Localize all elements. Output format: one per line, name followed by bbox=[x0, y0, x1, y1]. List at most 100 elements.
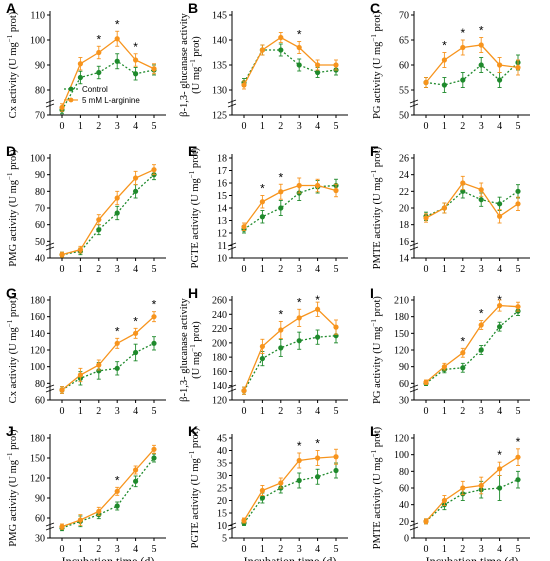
series-treatment bbox=[423, 175, 521, 224]
series-control bbox=[423, 470, 521, 525]
data-point-treatment bbox=[460, 350, 466, 356]
x-tick-label: 0 bbox=[60, 121, 65, 132]
data-point-treatment bbox=[259, 487, 265, 494]
y-tick-label: 55 bbox=[399, 86, 409, 97]
significance-marker: * bbox=[133, 40, 138, 54]
y-tick-label: 80 bbox=[35, 86, 45, 97]
panel-c: C 50 55 60 65 70 0 1 2 3 4 5 PG activity (U mg−1 pro… bbox=[370, 0, 530, 132]
data-point-control bbox=[497, 324, 503, 330]
significance-marker: * bbox=[278, 307, 283, 321]
y-tick-label: 26 bbox=[399, 154, 409, 165]
data-point-control bbox=[296, 477, 302, 484]
ylabel-end: prot) bbox=[372, 146, 383, 170]
series-line-treatment bbox=[425, 456, 519, 522]
data-point-treatment bbox=[515, 201, 521, 207]
y-tick-label: 150 bbox=[30, 454, 45, 465]
x-tick-label: 1 bbox=[78, 406, 83, 417]
x-axis-title: Incubation time (d) bbox=[62, 554, 155, 561]
series-line-control bbox=[425, 479, 519, 522]
data-point-treatment bbox=[333, 187, 339, 194]
significance-marker: * bbox=[115, 17, 120, 31]
significance-marker: * bbox=[460, 26, 465, 40]
ylabel-part: PG activity (U mg bbox=[372, 326, 383, 404]
data-point-treatment bbox=[241, 224, 247, 230]
significance-marker: * bbox=[297, 295, 302, 309]
data-point-treatment bbox=[296, 44, 302, 51]
data-point-control bbox=[259, 355, 265, 362]
panel-letter: G bbox=[6, 285, 17, 301]
y-axis-label: PMG activity (U mg−1 prot) bbox=[6, 429, 19, 547]
data-point-treatment bbox=[460, 180, 466, 186]
data-point-treatment bbox=[59, 252, 65, 258]
series-line-control bbox=[425, 62, 519, 86]
data-point-treatment bbox=[423, 215, 429, 221]
y-tick-label: 90 bbox=[35, 494, 45, 505]
ylabel-part: PG activity (U mg bbox=[372, 41, 383, 119]
x-tick-label: 4 bbox=[315, 264, 320, 275]
x-tick-label: 0 bbox=[424, 544, 429, 555]
y-tick-label: 14 bbox=[217, 204, 227, 215]
ylabel-end: prot) bbox=[8, 429, 19, 453]
data-point-treatment bbox=[278, 327, 284, 333]
x-tick-label: 3 bbox=[479, 406, 484, 417]
data-point-treatment bbox=[460, 44, 466, 51]
series-line-treatment bbox=[243, 456, 337, 521]
data-point-treatment bbox=[77, 517, 83, 523]
ylabel-end: prot) bbox=[372, 296, 383, 320]
x-tick-label: 1 bbox=[260, 121, 265, 132]
data-point-treatment bbox=[241, 517, 247, 524]
y-tick-label: 20 bbox=[399, 204, 409, 215]
ylabel-sup: −1 bbox=[189, 344, 197, 352]
x-axis-title: Incubation time (d) bbox=[244, 554, 337, 561]
x-tick-label: 0 bbox=[242, 264, 247, 275]
data-point-treatment bbox=[278, 34, 284, 41]
panel-letter: K bbox=[188, 423, 198, 439]
x-tick-label: 4 bbox=[315, 121, 320, 132]
series-line-treatment bbox=[425, 304, 519, 383]
y-tick-label: 135 bbox=[212, 61, 227, 72]
data-point-treatment bbox=[96, 362, 102, 368]
x-tick-label: 3 bbox=[115, 264, 120, 275]
x-tick-label: 5 bbox=[516, 544, 521, 555]
series-line-treatment bbox=[61, 169, 155, 256]
axis-break-mark bbox=[409, 242, 419, 251]
data-point-control bbox=[77, 74, 83, 81]
x-tick-label: 5 bbox=[334, 264, 339, 275]
series-line-control bbox=[61, 174, 155, 256]
y-tick-label: 11 bbox=[217, 241, 227, 252]
series-line-control bbox=[243, 335, 337, 392]
y-tick-label: 50 bbox=[35, 237, 45, 248]
y-tick-label: 160 bbox=[212, 367, 227, 378]
significance-marker: * bbox=[315, 437, 320, 451]
data-point-treatment bbox=[77, 61, 83, 67]
y-axis-label: β-1,3- glucanase activity bbox=[179, 12, 190, 116]
y-tick-label: 22 bbox=[399, 187, 409, 198]
y-tick-label: 90 bbox=[399, 362, 409, 373]
x-tick-label: 1 bbox=[442, 406, 447, 417]
y-tick-label: 60 bbox=[35, 220, 45, 231]
data-point-treatment bbox=[441, 57, 447, 63]
x-tick-label: 1 bbox=[442, 264, 447, 275]
y-tick-label: 180 bbox=[212, 353, 227, 364]
data-point-treatment bbox=[296, 457, 302, 464]
y-tick-label: 60 bbox=[399, 484, 409, 495]
series-treatment bbox=[423, 299, 521, 385]
series-line-control bbox=[61, 342, 155, 391]
y-axis-label: PMTE activity (U mg−1 prot) bbox=[370, 426, 383, 549]
y-tick-label: 0 bbox=[404, 534, 409, 545]
ylabel-sup: −1 bbox=[370, 449, 378, 457]
ylabel-end: prot) bbox=[372, 11, 383, 35]
data-point-treatment bbox=[259, 47, 265, 53]
x-tick-label: 0 bbox=[60, 544, 65, 555]
data-point-control bbox=[133, 478, 139, 484]
significance-marker: * bbox=[516, 435, 521, 449]
y-tick-label: 180 bbox=[30, 296, 45, 307]
legend: Control 5 mM L-arginine bbox=[64, 85, 140, 105]
x-tick-label: 2 bbox=[96, 121, 101, 132]
ylabel-end: prot) bbox=[8, 11, 19, 35]
ylabel-part: PGTE activity (U mg bbox=[190, 177, 201, 268]
y-axis-label: PGTE activity (U mg−1 prot) bbox=[188, 147, 201, 268]
x-tick-label: 4 bbox=[133, 264, 138, 275]
axis-break-mark bbox=[409, 522, 419, 531]
